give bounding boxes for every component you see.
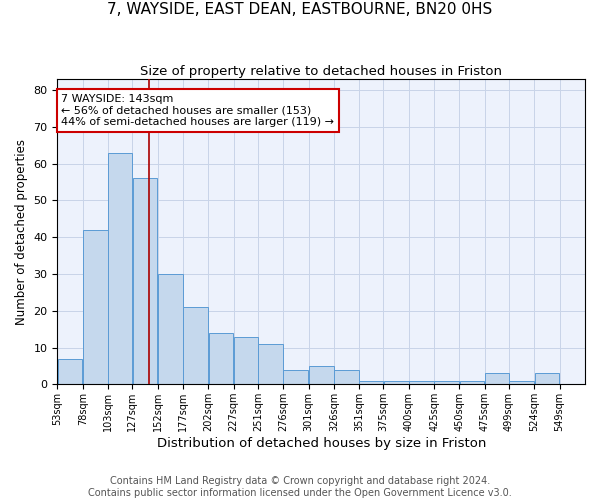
Y-axis label: Number of detached properties: Number of detached properties: [15, 138, 28, 324]
Bar: [485, 374, 509, 384]
Bar: [58, 358, 82, 384]
Bar: [509, 380, 534, 384]
Bar: [359, 380, 383, 384]
Text: 7, WAYSIDE, EAST DEAN, EASTBOURNE, BN20 0HS: 7, WAYSIDE, EAST DEAN, EASTBOURNE, BN20 …: [107, 2, 493, 18]
Bar: [133, 178, 157, 384]
Bar: [384, 380, 409, 384]
Title: Size of property relative to detached houses in Friston: Size of property relative to detached ho…: [140, 65, 502, 78]
Bar: [309, 366, 334, 384]
Bar: [83, 230, 108, 384]
Bar: [334, 370, 359, 384]
Bar: [535, 374, 559, 384]
Bar: [460, 380, 484, 384]
Bar: [409, 380, 434, 384]
Text: Contains HM Land Registry data © Crown copyright and database right 2024.
Contai: Contains HM Land Registry data © Crown c…: [88, 476, 512, 498]
Bar: [434, 380, 459, 384]
Bar: [209, 333, 233, 384]
X-axis label: Distribution of detached houses by size in Friston: Distribution of detached houses by size …: [157, 437, 486, 450]
Text: 7 WAYSIDE: 143sqm
← 56% of detached houses are smaller (153)
44% of semi-detache: 7 WAYSIDE: 143sqm ← 56% of detached hous…: [61, 94, 334, 127]
Bar: [183, 307, 208, 384]
Bar: [258, 344, 283, 385]
Bar: [108, 152, 132, 384]
Bar: [234, 336, 257, 384]
Bar: [283, 370, 308, 384]
Bar: [158, 274, 183, 384]
